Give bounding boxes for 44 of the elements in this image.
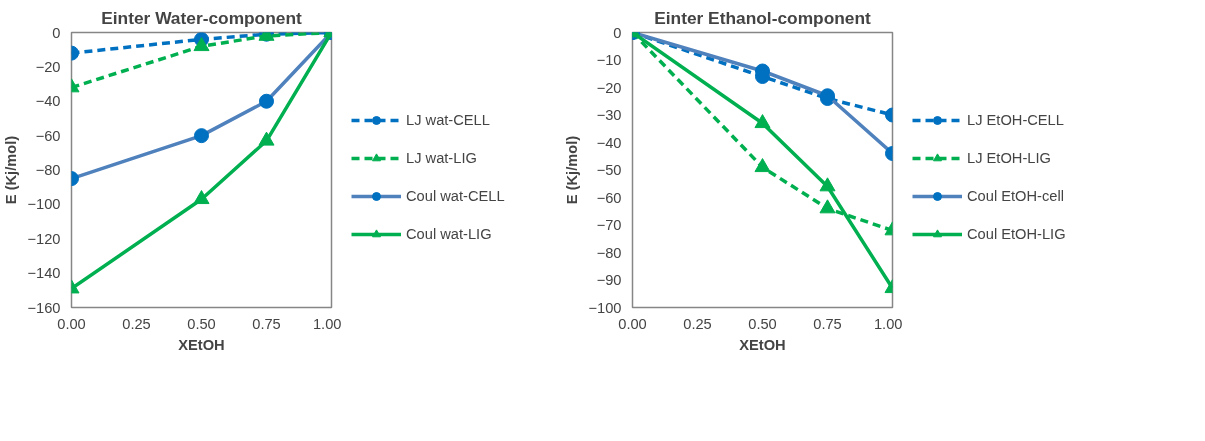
- legend-label: Coul EtOH-LIG: [967, 226, 1066, 242]
- y-tick-label: 0: [613, 24, 622, 41]
- y-tick-label: −80: [596, 244, 622, 261]
- y-axis-title: E (Kj/mol): [564, 135, 581, 205]
- y-tick-label: −60: [596, 189, 622, 206]
- y-tick-label: −100: [588, 299, 622, 316]
- x-tick-label: 0.00: [618, 315, 647, 332]
- y-tick-label: −140: [27, 265, 61, 282]
- x-tick-label: 0.00: [57, 315, 86, 332]
- y-tick-label: −20: [596, 79, 622, 96]
- x-axis-title: XEtOH: [178, 336, 225, 353]
- y-tick-label: −90: [596, 272, 622, 288]
- y-tick-label: −120: [27, 230, 61, 247]
- y-axis-title: E (Kj/mol): [3, 135, 20, 205]
- y-tick-label: −50: [596, 162, 622, 178]
- x-tick-label: 0.75: [813, 315, 842, 332]
- x-tick-label: 0.25: [122, 315, 151, 332]
- legend-label: LJ EtOH-LIG: [967, 150, 1051, 166]
- chart-title: Einter Water-component: [101, 7, 303, 28]
- x-tick-label: 0.50: [748, 315, 777, 332]
- y-tick-label: −80: [35, 162, 61, 178]
- y-tick-label: −60: [35, 127, 61, 144]
- chart-title: Einter Ethanol-component: [654, 7, 872, 28]
- x-tick-label: 0.75: [252, 315, 281, 332]
- x-tick-label: 1.00: [873, 315, 903, 332]
- y-tick-label: −160: [27, 299, 61, 316]
- x-tick-label: 1.00: [312, 315, 342, 332]
- x-tick-label: 0.25: [683, 315, 712, 332]
- y-tick-label: −40: [596, 134, 622, 151]
- legend-label: Coul wat-LIG: [406, 226, 492, 242]
- legend-label: LJ wat-CELL: [406, 112, 490, 128]
- y-tick-label: −70: [596, 217, 622, 233]
- x-tick-label: 0.50: [187, 315, 216, 332]
- legend-label: LJ wat-LIG: [406, 150, 477, 166]
- y-tick-label: −10: [596, 52, 622, 68]
- y-tick-label: −20: [35, 58, 61, 75]
- y-tick-label: 0: [52, 24, 61, 41]
- y-tick-label: −40: [35, 93, 61, 110]
- y-tick-label: −30: [596, 107, 622, 123]
- legend-label: Coul wat-CELL: [406, 188, 505, 204]
- legend-label: Coul EtOH-cell: [967, 188, 1064, 204]
- legend-label: LJ EtOH-CELL: [967, 112, 1064, 128]
- x-axis-title: XEtOH: [739, 336, 786, 353]
- y-tick-label: −100: [27, 196, 61, 213]
